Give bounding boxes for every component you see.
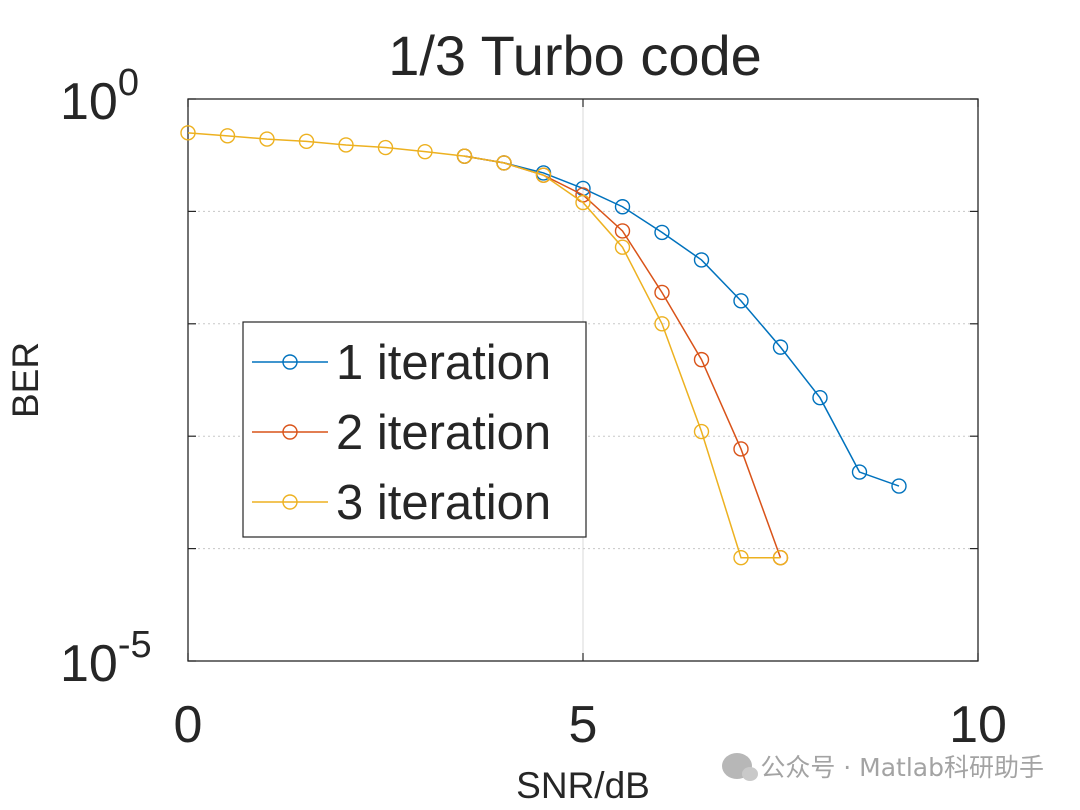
series-3 (180, 125, 789, 566)
data-point (535, 167, 552, 183)
data-point (654, 224, 670, 241)
data-point (733, 293, 749, 309)
data-point (338, 137, 354, 153)
legend-marker (282, 424, 298, 440)
data-point (812, 390, 828, 406)
legend-label: 3 iteration (336, 476, 551, 530)
data-point (654, 316, 670, 332)
data-point (614, 239, 631, 255)
y-tick-label: 10-5 (60, 624, 152, 693)
data-point (417, 143, 433, 160)
data-point (654, 284, 670, 301)
x-tick-label: 10 (949, 696, 1007, 754)
data-point (851, 464, 868, 480)
data-point (219, 128, 236, 144)
legend: 1 iteration 2 iteration 3 iteration (242, 321, 587, 538)
series-line (187, 132, 781, 559)
data-point (693, 252, 710, 268)
data-point (298, 133, 315, 150)
legend-marker (282, 354, 298, 370)
data-point (772, 339, 789, 355)
data-point (614, 199, 631, 215)
data-point (496, 155, 512, 171)
y-axis-label: BER (5, 342, 46, 418)
data-point (377, 139, 394, 156)
data-point (456, 148, 473, 164)
data-point (891, 478, 907, 494)
watermark: 公众号 · Matlab科研助手 (722, 748, 1044, 784)
chart-title: 1/3 Turbo code (388, 24, 762, 87)
series-layer (180, 125, 907, 566)
legend-marker (282, 494, 298, 510)
watermark-text: 公众号 · Matlab科研助手 (760, 753, 1044, 782)
legend-label: 1 iteration (336, 336, 551, 390)
x-axis-label: SNR/dB (516, 765, 650, 806)
legend-box (242, 321, 587, 538)
data-point (693, 423, 710, 440)
data-point (259, 131, 275, 147)
data-point (733, 549, 749, 566)
data-point (575, 194, 591, 211)
data-point (733, 441, 749, 457)
x-tick-label: 0 (174, 696, 203, 754)
data-point (772, 549, 789, 566)
axis-ticks: 0 5 10 100 10-5 (60, 62, 1007, 754)
data-point (180, 125, 196, 141)
x-tick-label: 5 (569, 696, 598, 754)
y-tick-label: 100 (60, 62, 139, 131)
data-point (693, 351, 710, 368)
data-point (614, 223, 631, 239)
wechat-icon (722, 753, 759, 781)
legend-label: 2 iteration (336, 406, 551, 460)
